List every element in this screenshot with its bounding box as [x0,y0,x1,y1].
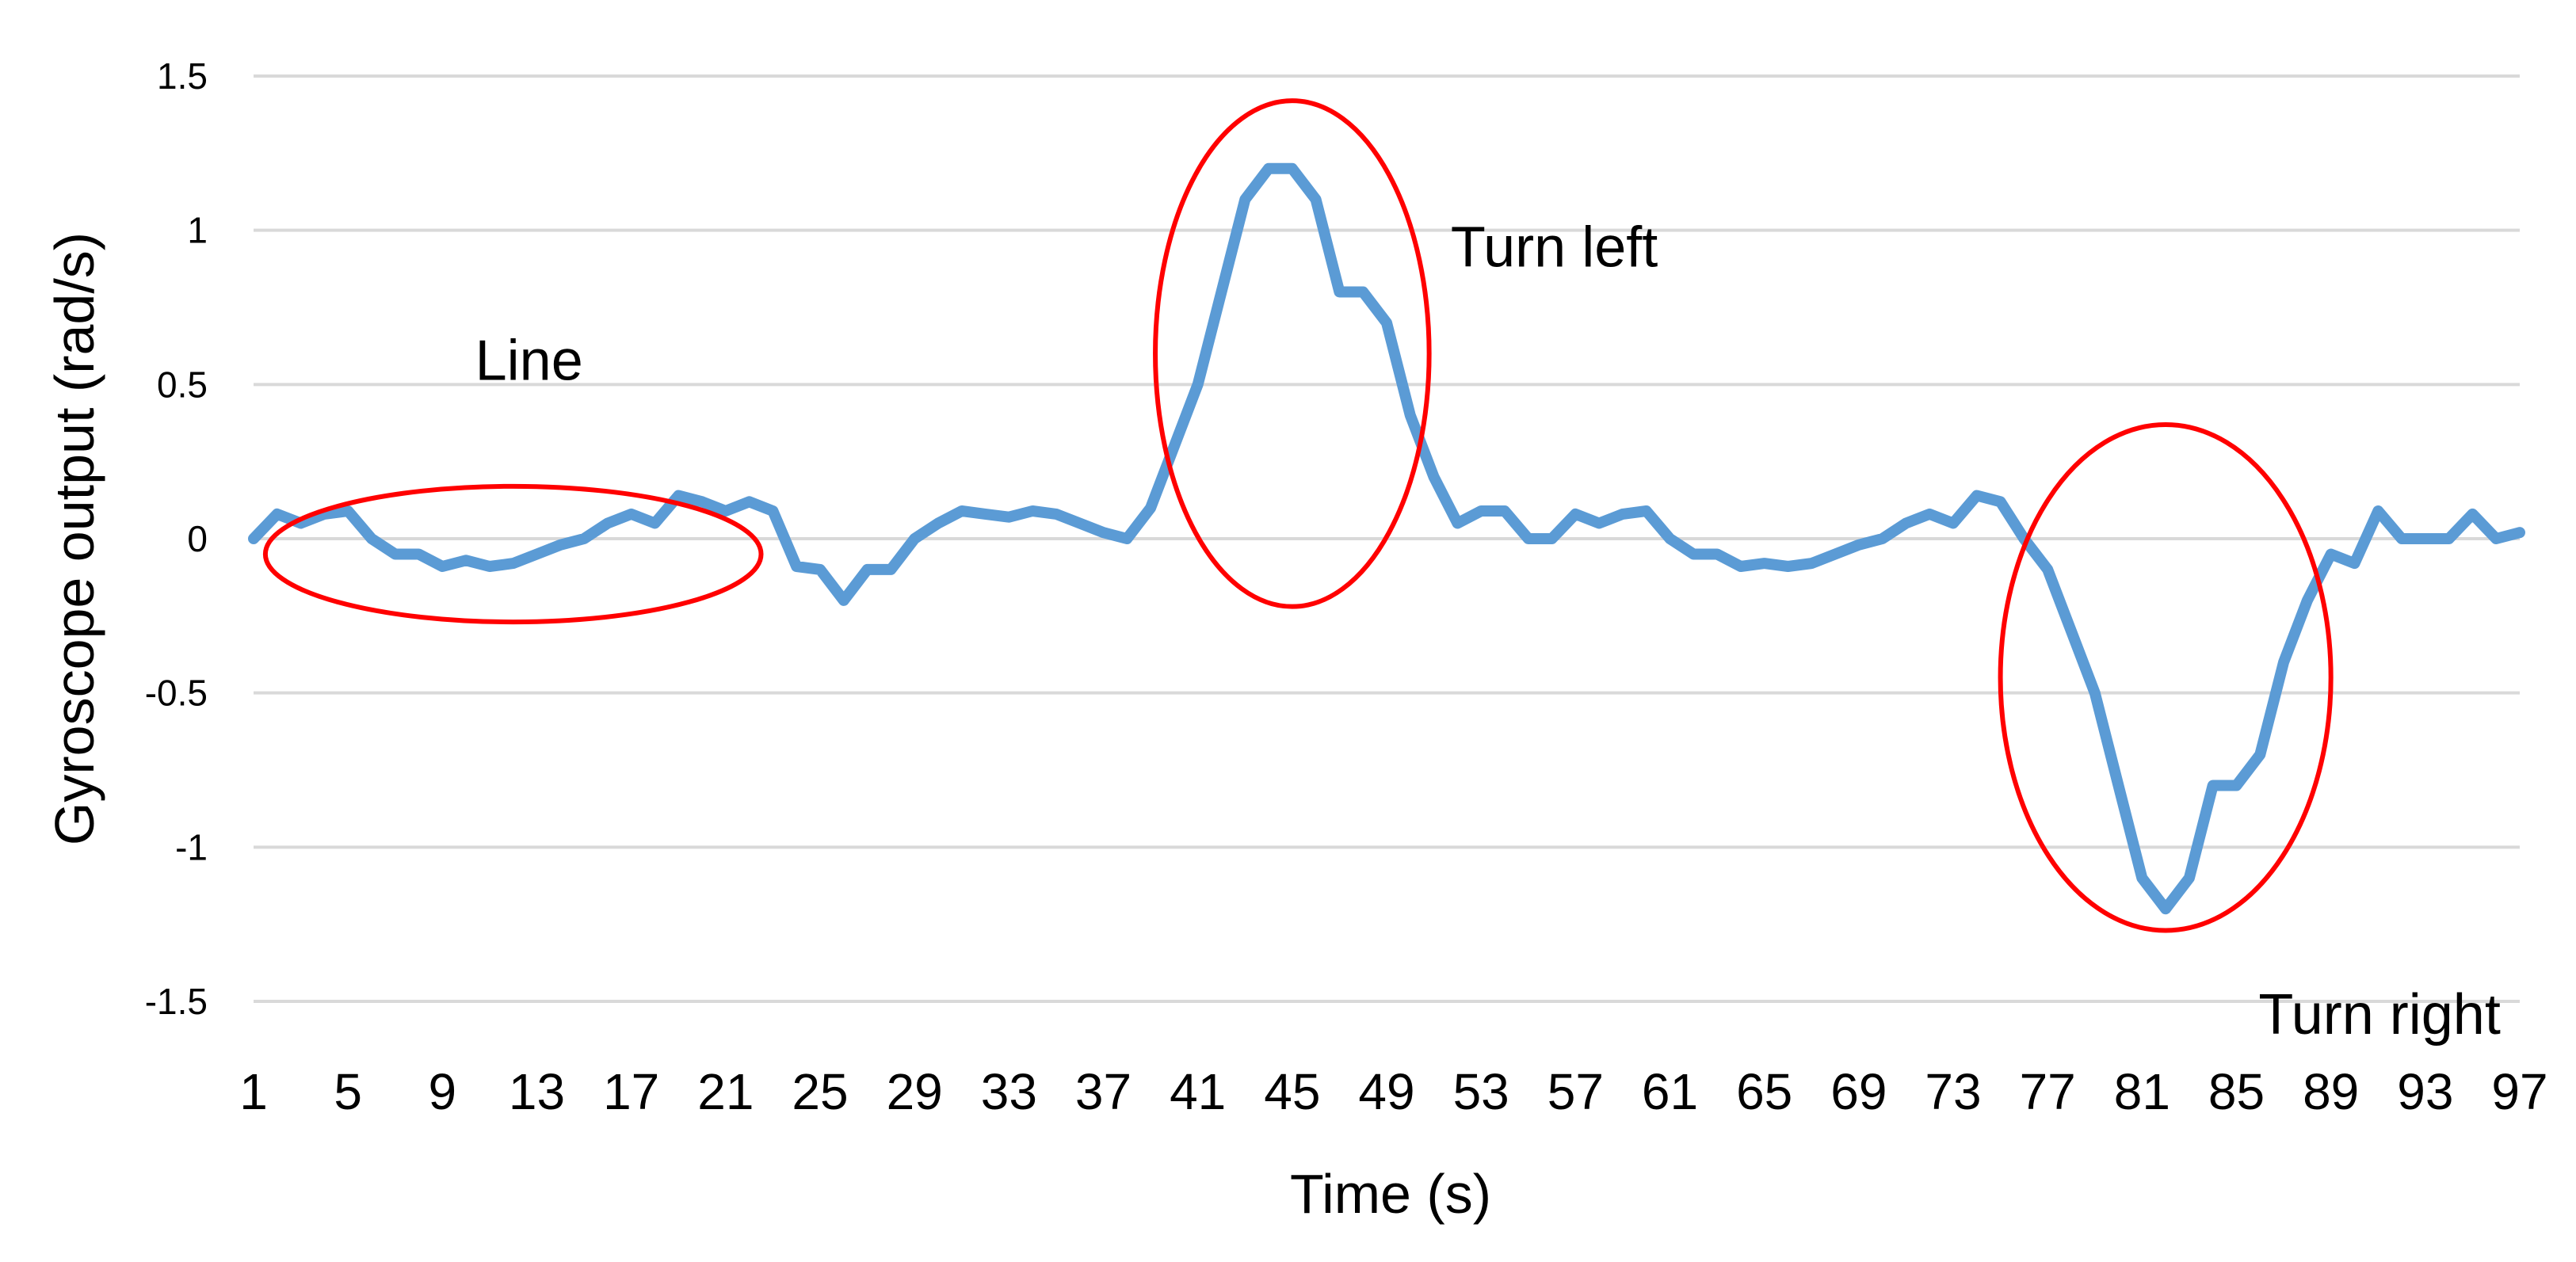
x-tick-label: 81 [2114,1063,2170,1120]
x-tick-label: 93 [2397,1063,2453,1120]
annotation-ellipse [1998,421,2334,933]
x-tick-label: 29 [887,1063,943,1120]
x-tick-label: 45 [1264,1063,1320,1120]
x-axis-title: Time (s) [1290,1163,1491,1225]
x-tick-label: 13 [509,1063,565,1120]
x-tick-label: 25 [792,1063,848,1120]
x-tick-label: 37 [1075,1063,1132,1120]
y-tick-label: -0.5 [145,673,208,714]
x-tick-label: 97 [2491,1063,2547,1120]
y-tick-label: -1.5 [145,981,208,1022]
y-axis-tick-labels: 1.5 1 0.5 0 -0.5 -1 -1.5 [145,55,208,1022]
x-tick-label: 57 [1548,1063,1604,1120]
x-tick-label: 65 [1736,1063,1792,1120]
x-tick-label: 17 [603,1063,659,1120]
y-tick-label: 0 [187,518,208,559]
x-tick-label: 5 [334,1063,362,1120]
x-tick-label: 41 [1170,1063,1226,1120]
y-tick-label: 0.5 [157,364,208,405]
x-tick-label: 1 [239,1063,268,1120]
series-line [248,162,2525,915]
series-layer [248,162,2525,915]
x-tick-label: 89 [2303,1063,2359,1120]
x-tick-label: 73 [1925,1063,1981,1120]
x-tick-label: 85 [2208,1063,2265,1120]
gridlines [254,74,2520,1003]
x-tick-label: 61 [1642,1063,1698,1120]
annotation-label: Line [475,329,583,392]
x-tick-label: 49 [1358,1063,1414,1120]
y-tick-label: 1.5 [157,55,208,97]
annotation-label: Turn left [1451,215,1658,279]
x-tick-label: 69 [1830,1063,1887,1120]
x-tick-label: 77 [2020,1063,2076,1120]
y-axis-title: Gyroscope output (rad/s) [44,232,105,845]
y-tick-label: -1 [175,826,208,867]
x-tick-label: 21 [697,1063,754,1120]
annotation-ellipse [262,483,764,625]
x-tick-label: 33 [981,1063,1037,1120]
x-tick-label: 9 [429,1063,457,1120]
x-tick-label: 53 [1453,1063,1509,1120]
annotation-ellipse [1153,98,1432,609]
annotations: Line Turn left Turn right [262,98,2501,1047]
y-tick-label: 1 [187,210,208,251]
x-axis-tick-labels: 1 5 9 13 17 21 25 29 33 37 41 45 49 53 57 61 65 69 73 77 81 8… [239,1063,2547,1120]
annotation-label: Turn right [2258,983,2500,1047]
